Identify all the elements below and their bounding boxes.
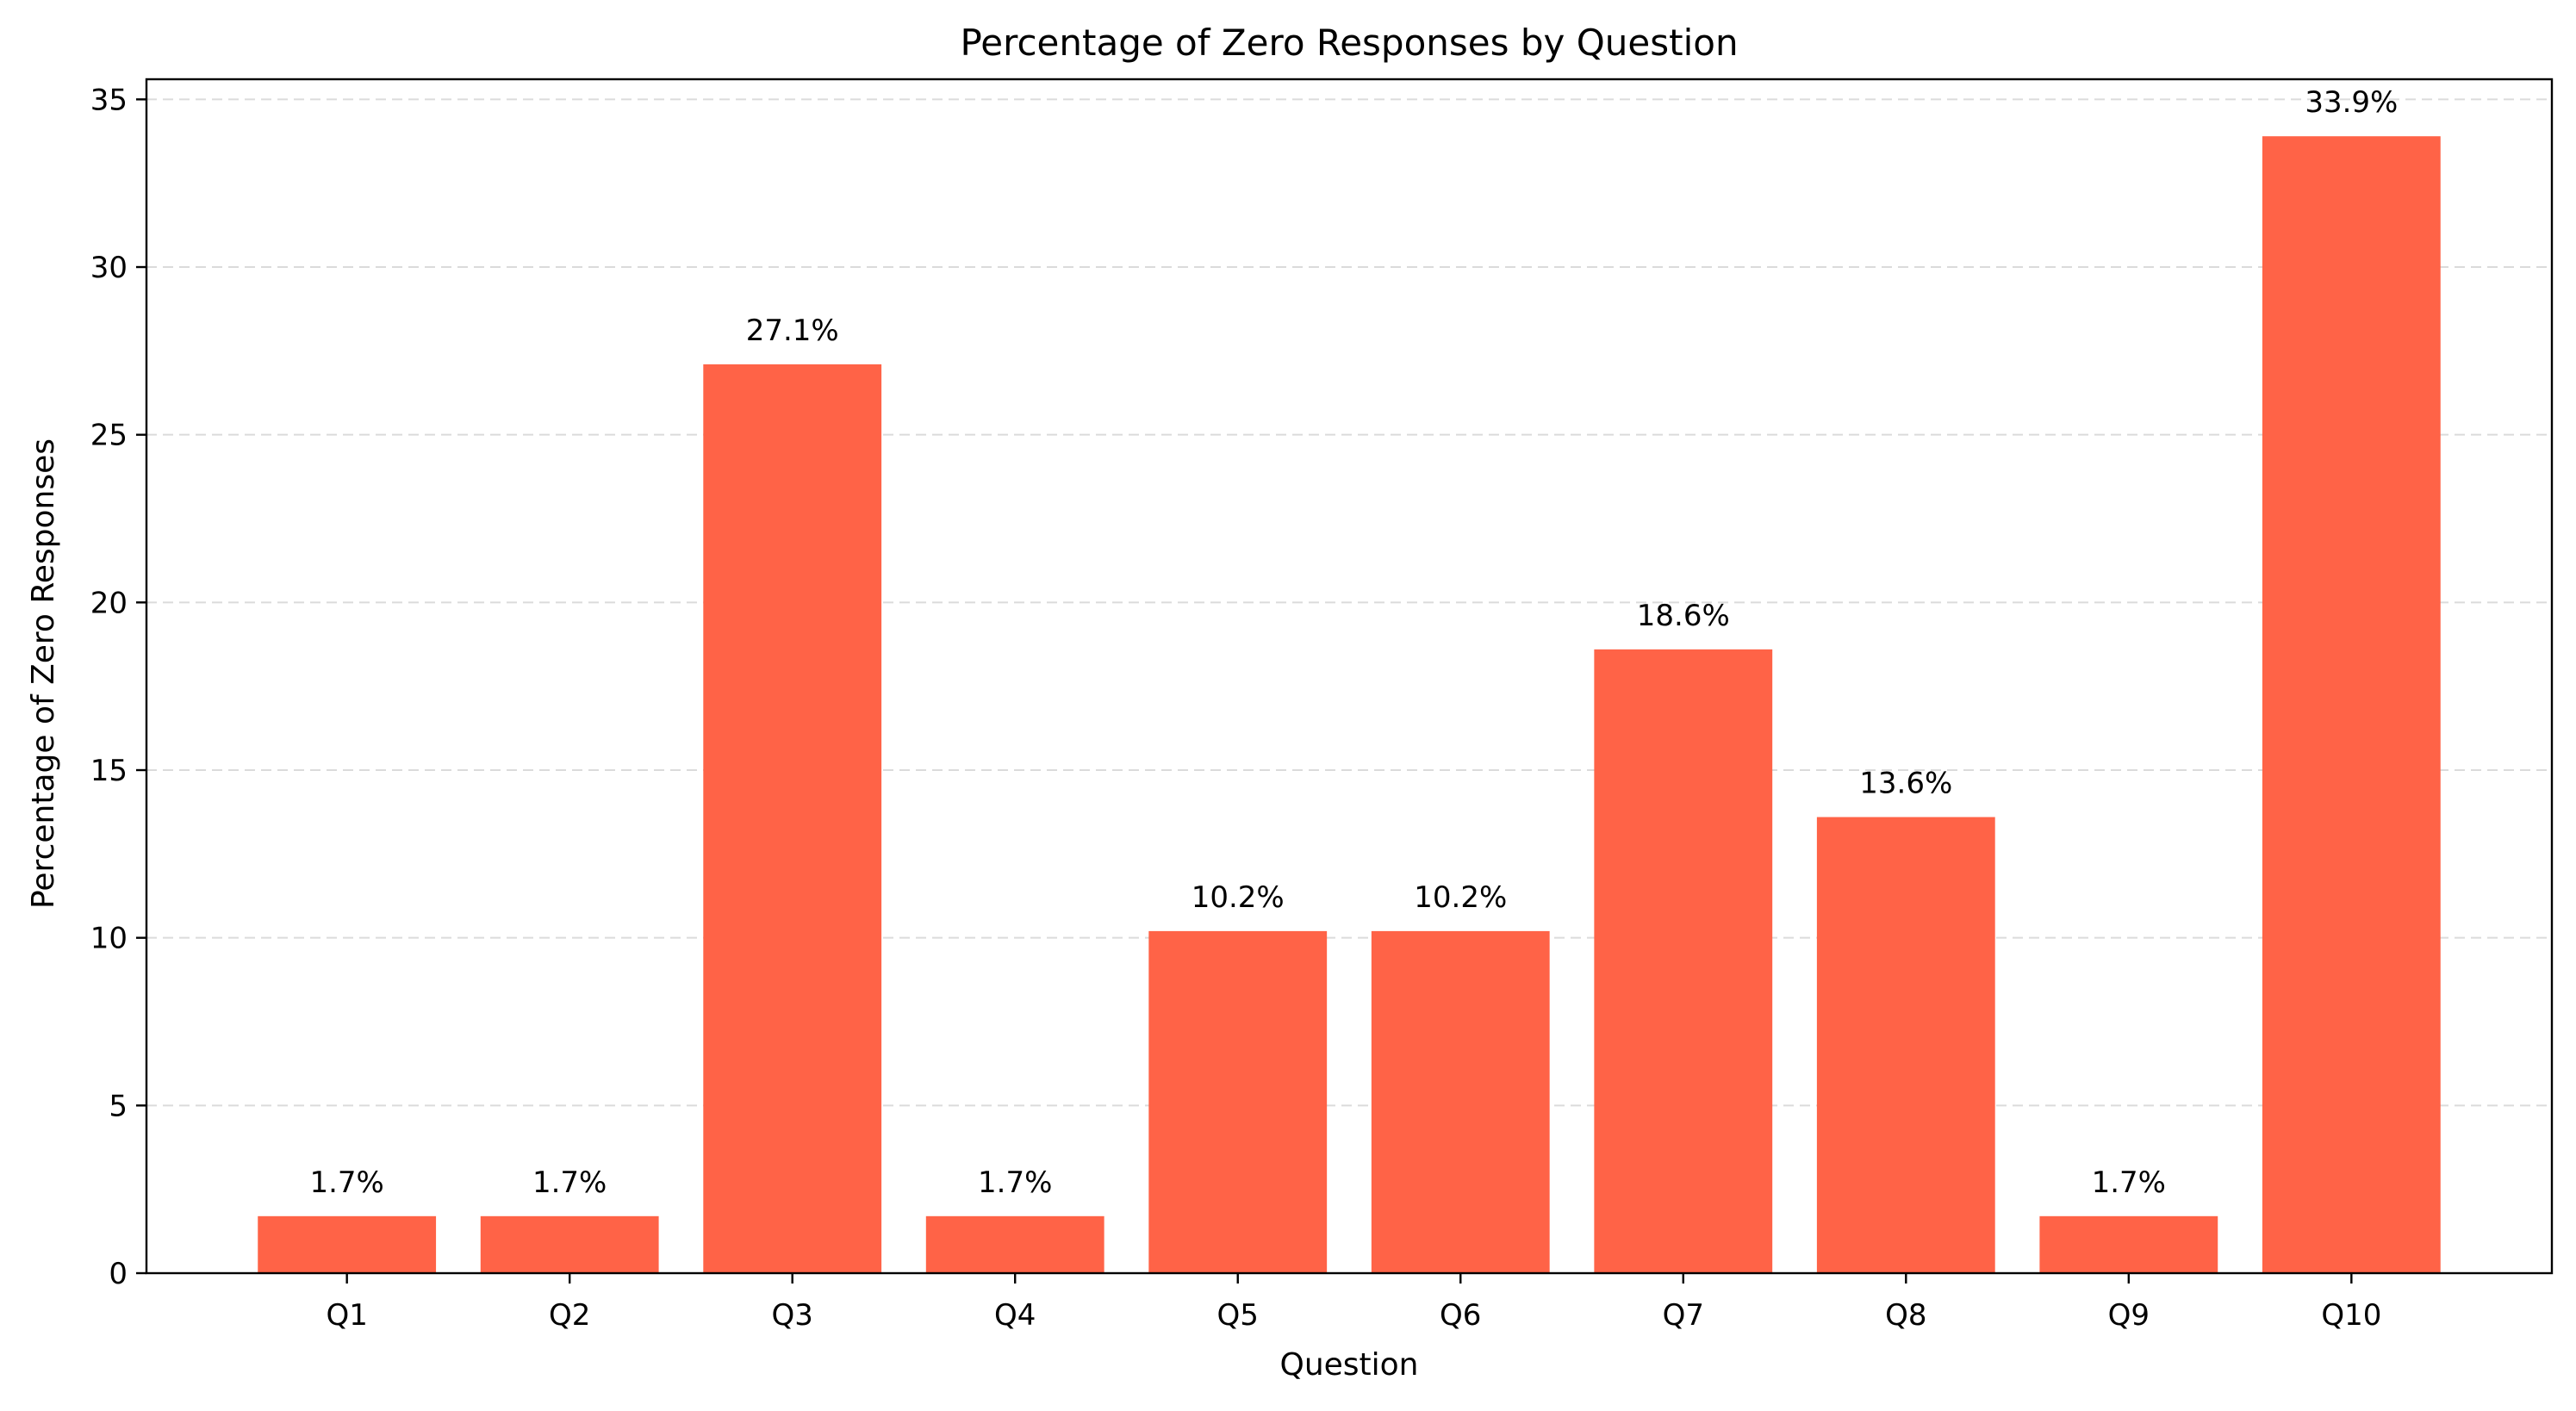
- plot-area-frame: [145, 78, 2554, 1275]
- x-tick-label-q4: Q4: [994, 1298, 1036, 1333]
- y-tick-label: 20: [90, 586, 128, 620]
- data-label-q8: 13.6%: [1859, 767, 1952, 801]
- y-axis-label: Percentage of Zero Responses: [26, 438, 61, 909]
- y-tick-label: 35: [90, 83, 128, 117]
- data-label-q1: 1.7%: [309, 1165, 383, 1200]
- bar-q5: [1148, 930, 1328, 1273]
- chart-title: Percentage of Zero Responses by Question: [960, 22, 1738, 64]
- data-labels: 1.7% 1.7% 27.1% 1.7% 10.2% 10.2% 18.6% 13.6% 1.7…: [309, 85, 2398, 1200]
- x-tick-label-q10: Q10: [2321, 1298, 2381, 1333]
- y-tick-label: 5: [109, 1089, 128, 1123]
- data-label-q9: 1.7%: [2092, 1165, 2166, 1200]
- y-tick-label: 10: [90, 922, 128, 956]
- data-label-q2: 1.7%: [532, 1165, 607, 1200]
- data-label-q4: 1.7%: [978, 1165, 1052, 1200]
- x-tick-label-q2: Q2: [549, 1298, 590, 1333]
- y-tick-label: 30: [90, 251, 128, 285]
- bar-q2: [480, 1215, 659, 1273]
- x-tick-label-q7: Q7: [1663, 1298, 1704, 1333]
- x-tick-label-q6: Q6: [1440, 1298, 1481, 1333]
- x-tick-label-q3: Q3: [772, 1298, 813, 1333]
- data-label-q3: 27.1%: [746, 314, 839, 348]
- bar-q9: [2039, 1215, 2218, 1273]
- y-tick-label: 15: [90, 754, 128, 788]
- x-tick-label-q8: Q8: [1885, 1298, 1926, 1333]
- y-tick-label: 0: [109, 1257, 128, 1291]
- y-axis-ticks: 0 5 10 15 20 25 30 35: [90, 83, 146, 1291]
- data-label-q10: 33.9%: [2305, 85, 2398, 120]
- x-tick-label-q9: Q9: [2108, 1298, 2150, 1333]
- bars: [258, 136, 2441, 1273]
- x-axis-ticks: Q1 Q2 Q3 Q4 Q5 Q6 Q7 Q8 Q9 Q10: [326, 1273, 2381, 1333]
- bar-q6: [1371, 930, 1550, 1273]
- x-tick-label-q5: Q5: [1217, 1298, 1259, 1333]
- data-label-q5: 10.2%: [1192, 880, 1285, 915]
- bar-q7: [1594, 649, 1773, 1273]
- bar-q8: [1816, 817, 1995, 1273]
- x-tick-label-q1: Q1: [326, 1298, 367, 1333]
- y-tick-label: 25: [90, 419, 128, 453]
- x-axis-label: Question: [1279, 1347, 1418, 1383]
- data-label-q6: 10.2%: [1414, 880, 1507, 915]
- bar-q4: [925, 1215, 1104, 1273]
- bar-q10: [2262, 136, 2441, 1273]
- bar-q1: [258, 1215, 437, 1273]
- data-label-q7: 18.6%: [1637, 599, 1730, 633]
- grid-lines: [146, 98, 2552, 1107]
- bar-q3: [703, 364, 882, 1273]
